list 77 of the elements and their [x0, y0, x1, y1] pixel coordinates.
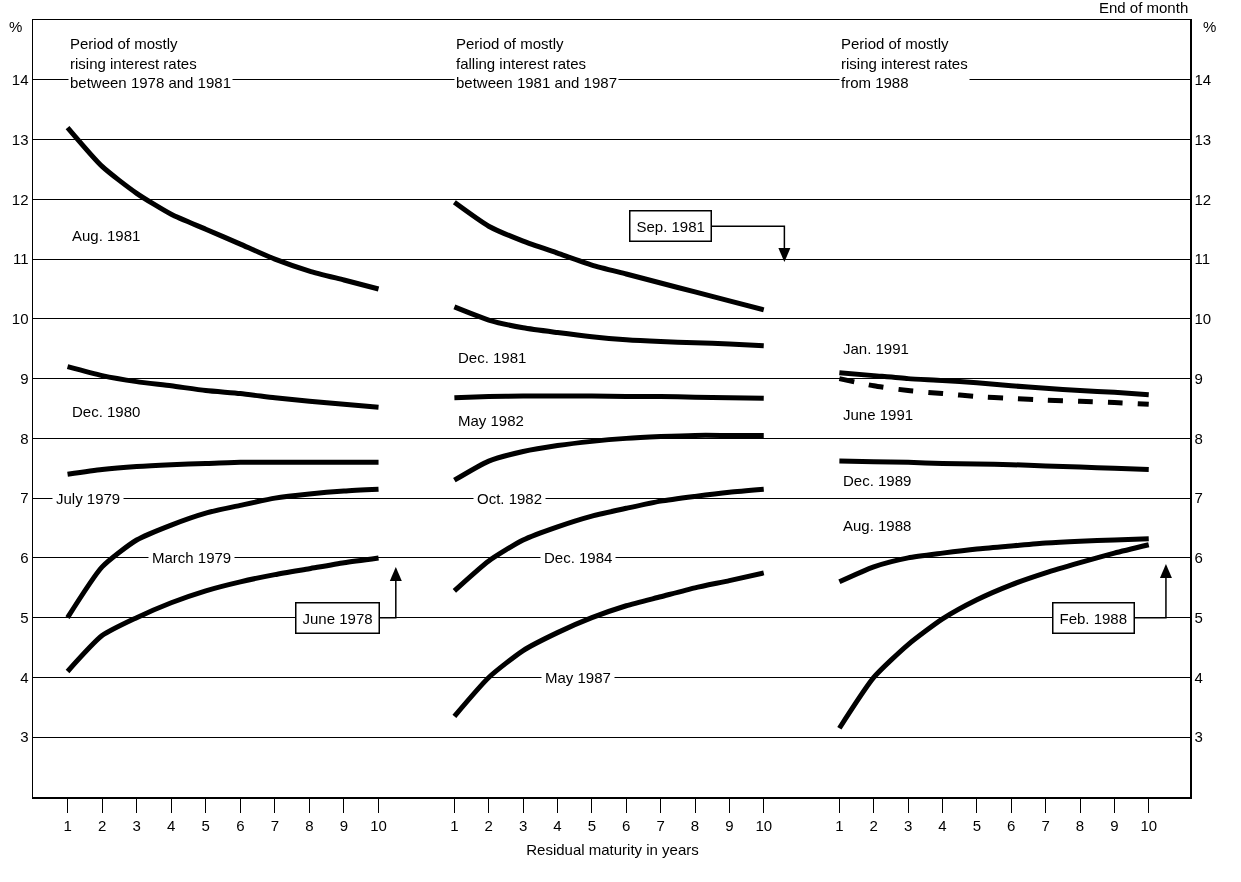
text: Period of mostly rising interest rates from 1988 [841, 35, 968, 91]
y-tick-label: 9 [1194, 369, 1203, 387]
series-label: June 1991 [843, 406, 914, 423]
x-tick-label: 10 [755, 816, 773, 834]
x-axis-title: Residual maturity in years [526, 841, 699, 859]
text: Period of mostly rising interest rates between 1978 and 1981 [70, 35, 231, 91]
x-tick-label: 5 [972, 816, 982, 834]
x-tick-label: 4 [167, 816, 176, 834]
x-tick-label: 3 [132, 816, 141, 834]
series-label: Dec. 1989 [843, 472, 912, 489]
x-tick-label: 2 [97, 816, 107, 834]
x-tick-label: 6 [1007, 816, 1016, 834]
x-tick-label: 7 [270, 816, 280, 834]
y-tick-label: 4 [20, 668, 29, 686]
text: June 1978 [302, 609, 373, 627]
text: Feb. 1988 [1059, 609, 1128, 627]
x-tick-label: 3 [518, 816, 528, 834]
series-label: May 1982 [458, 412, 524, 429]
series-label: May 1987 [545, 669, 611, 686]
y-tick-label: 8 [20, 429, 29, 447]
text: End of month [1099, 0, 1189, 16]
series-label: July 1979 [56, 490, 121, 507]
y-tick-label: 7 [1194, 489, 1203, 507]
y-tick-label: 6 [1194, 549, 1203, 567]
y-tick-label: 4 [1194, 668, 1203, 686]
x-tick-label: 7 [656, 816, 665, 834]
y-tick-label: 8 [1194, 429, 1203, 447]
x-tick-label: 3 [903, 816, 913, 834]
y-tick-label: 11 [12, 250, 29, 268]
x-tick-label: 8 [1075, 816, 1085, 834]
y-axis-title: % [9, 18, 23, 35]
series-label: Jan. 1991 [843, 340, 909, 357]
x-tick-label: 1 [63, 816, 72, 834]
y-tick-label: 10 [1194, 310, 1212, 328]
x-tick-label: 9 [725, 816, 734, 834]
x-tick-label: 2 [484, 816, 493, 834]
x-tick-label: 5 [587, 816, 597, 834]
x-tick-label: 10 [1140, 816, 1158, 834]
y-tick-label: 3 [20, 728, 29, 746]
x-tick-label: 9 [339, 816, 349, 834]
series-label: Dec. 1981 [458, 349, 527, 366]
x-tick-label: 9 [1110, 816, 1119, 834]
x-tick-label: 6 [236, 816, 245, 834]
x-tick-label: 8 [690, 816, 700, 834]
y-tick-label: 3 [1194, 728, 1203, 746]
x-tick-label: 8 [305, 816, 314, 834]
x-tick-label: 7 [1041, 816, 1050, 834]
x-tick-label: 10 [370, 816, 387, 834]
y-tick-label: 6 [20, 549, 29, 567]
y-tick-label: 12 [11, 190, 29, 208]
x-tick-label: 5 [201, 816, 210, 834]
y-tick-label: 5 [20, 608, 29, 626]
series-label: Aug. 1981 [72, 227, 141, 244]
x-tick-label: 4 [938, 816, 947, 834]
x-tick-label: 2 [869, 816, 878, 834]
y-tick-label: 7 [20, 489, 29, 507]
series-label: Dec. 1980 [72, 403, 141, 420]
x-tick-label: 6 [622, 816, 631, 834]
y-tick-label: 13 [1194, 130, 1212, 148]
series-label: Dec. 1984 [544, 549, 613, 566]
y-tick-label: 5 [1194, 608, 1203, 626]
x-tick-label: 1 [450, 816, 459, 834]
series-label: Oct. 1982 [477, 490, 543, 507]
series-label: March 1979 [152, 549, 232, 566]
y-tick-label: 10 [11, 310, 29, 328]
y-tick-label: 12 [1194, 190, 1212, 208]
y-tick-label: 14 [11, 71, 29, 89]
x-tick-label: 1 [835, 816, 844, 834]
text: Period of mostly falling interest rates between 1981 and 1987 [456, 35, 617, 91]
y-axis-title: % [1203, 18, 1217, 35]
x-tick-label: 4 [553, 816, 562, 834]
text: Sep. 1981 [636, 217, 705, 235]
y-tick-label: 9 [20, 369, 29, 387]
y-tick-label: 11 [1194, 250, 1211, 268]
y-tick-label: 13 [11, 130, 29, 148]
y-tick-label: 14 [1194, 71, 1212, 89]
series-label: Aug. 1988 [843, 517, 912, 534]
